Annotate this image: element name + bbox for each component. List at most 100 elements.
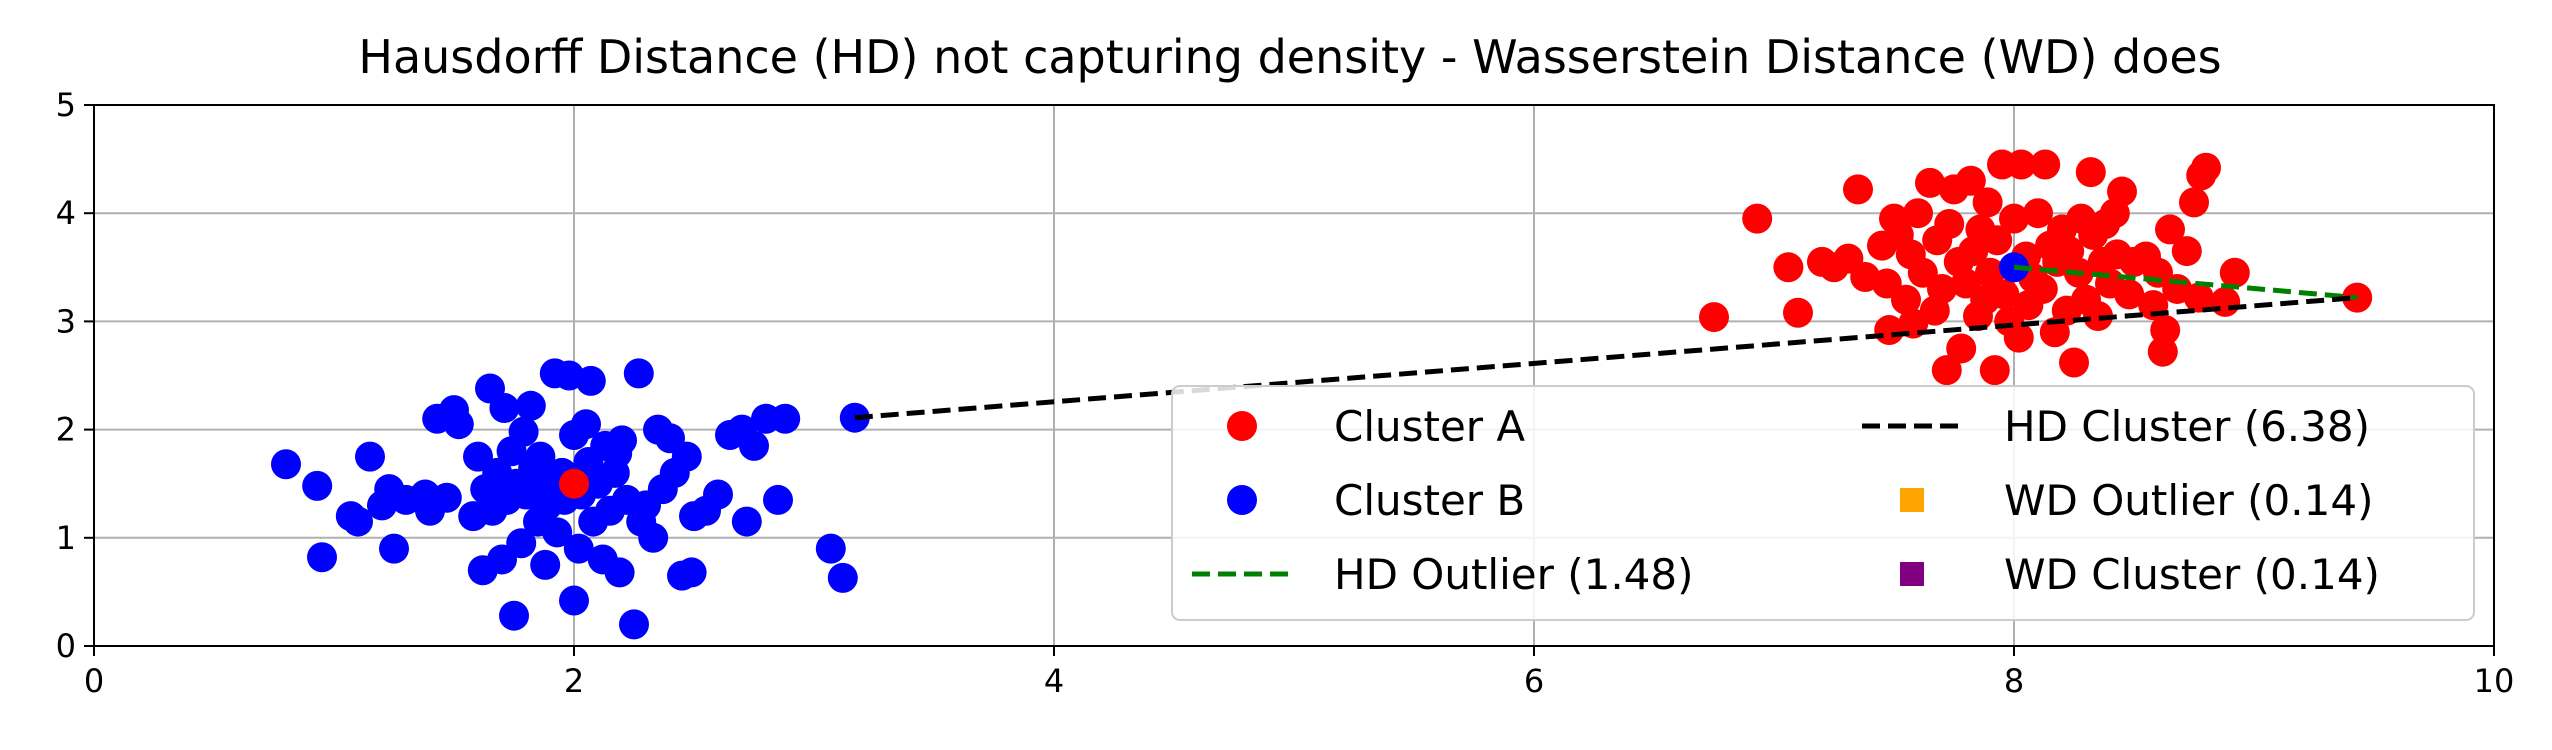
cluster-a-point	[2003, 322, 2034, 353]
cluster-a-point	[1982, 225, 2013, 256]
legend: Cluster A Cluster B HD Outlier (1.48) HD Cl…	[1171, 385, 2475, 621]
cluster-a-point	[1979, 355, 2010, 386]
legend-label-cluster-b: Cluster B	[1334, 476, 1525, 525]
cluster-a-point	[2171, 236, 2202, 267]
cluster-a-point	[2147, 336, 2178, 367]
cluster-a-point	[2150, 315, 2181, 346]
legend-label-wd-outlier-0-14-: WD Outlier (0.14)	[2004, 476, 2373, 525]
legend-handle-wd-cluster-0-14-	[1900, 562, 1924, 586]
x-tick-label: 2	[564, 662, 584, 700]
cluster-b-point	[530, 549, 561, 580]
cluster-a-point	[2006, 149, 2037, 180]
cluster-a-point	[2075, 157, 2106, 188]
cluster-a-point	[1843, 174, 1873, 205]
cluster-b-point	[739, 430, 769, 461]
cluster-b-point	[575, 365, 606, 396]
x-tick-label: 4	[1044, 662, 1064, 700]
x-tick-label: 10	[2474, 662, 2515, 700]
cluster-b-point	[676, 557, 707, 588]
cluster-a-point	[1773, 252, 1804, 283]
cluster-b-point	[571, 409, 601, 440]
cluster-a-point	[1903, 198, 1933, 229]
cluster-b-point	[563, 533, 594, 564]
cluster-b-point	[499, 600, 529, 631]
legend-label-hd-outlier-1-48-: HD Outlier (1.48)	[1334, 550, 1694, 599]
cluster-a-point	[1975, 257, 2005, 288]
cluster-b-point	[525, 441, 556, 472]
cluster-a-point	[2114, 279, 2145, 310]
legend-label-cluster-a: Cluster A	[1334, 402, 1525, 451]
cluster-a-point	[2183, 282, 2214, 313]
legend-box	[1171, 385, 2475, 621]
cluster-b-point	[271, 449, 301, 480]
cluster-b-point	[379, 533, 409, 564]
cluster-a-point	[1989, 279, 2020, 310]
cluster-b-point	[815, 533, 846, 564]
cluster-b-point	[763, 484, 793, 515]
y-tick-label: 4	[56, 194, 76, 232]
cluster-b-point	[302, 470, 333, 501]
hd-outlier-1-48--line	[2013, 264, 2358, 301]
cluster-a-point	[2107, 176, 2137, 207]
cluster-b-point	[559, 585, 589, 616]
cluster-a-point	[1955, 165, 1986, 196]
cluster-a-point	[2030, 149, 2061, 180]
cluster-b-point	[431, 482, 462, 513]
x-tick-label: 6	[1524, 662, 1544, 700]
cluster-b-point	[731, 506, 762, 537]
cluster-b-point	[506, 528, 537, 559]
cluster-a-point	[1699, 302, 1729, 333]
cluster-a-point	[2179, 187, 2209, 218]
cluster-b-point	[307, 542, 337, 573]
cluster-b-point	[515, 390, 546, 421]
cluster-b-point	[703, 479, 733, 510]
legend-handle-wd-outlier-0-14-	[1900, 488, 1924, 512]
cluster-b-point	[508, 416, 539, 447]
cluster-a-point	[2059, 347, 2089, 378]
legend-label-wd-cluster-0-14-: WD Cluster (0.14)	[2004, 550, 2380, 599]
cluster-a-point	[2219, 257, 2250, 288]
cluster-a-point	[1891, 284, 1921, 315]
cluster-a-point	[2023, 198, 2053, 229]
cluster-b-point	[489, 392, 520, 423]
legend-label-hd-cluster-6-38-: HD Cluster (6.38)	[2004, 402, 2370, 451]
cluster-a-point	[2083, 300, 2113, 331]
cluster-a-point	[1999, 203, 2029, 234]
cluster-b-point	[671, 441, 702, 472]
y-tick-label: 0	[56, 627, 76, 665]
cluster-a-point	[2155, 214, 2185, 245]
chart-title: Hausdorff Distance (HD) not capturing de…	[358, 30, 2221, 84]
cluster-a-point	[2027, 273, 2058, 304]
cluster-b-point	[607, 425, 637, 456]
cluster-b-point	[542, 517, 573, 548]
cluster-b-point	[443, 409, 474, 440]
cluster-a-point	[1946, 333, 1977, 364]
cluster-a-point	[2210, 286, 2241, 317]
plot-frame	[93, 104, 2495, 647]
cluster-a-point	[1927, 273, 1957, 304]
x-tick-label: 0	[84, 662, 104, 700]
cluster-a-point	[1783, 297, 1813, 328]
y-tick-label: 3	[56, 302, 76, 340]
cluster-b-point	[623, 358, 654, 389]
hd-cluster-6-38--line	[854, 295, 2358, 421]
legend-handle-cluster-a	[1227, 411, 1257, 441]
cluster-a-point	[559, 468, 589, 499]
cluster-b-point	[355, 441, 385, 472]
axes: 0 2 4 6 8 10 0 1 2 3 4 5	[56, 86, 2515, 700]
cluster-b-point	[638, 522, 669, 553]
legend-handle-cluster-b	[1227, 485, 1257, 515]
cluster-b-point	[827, 562, 858, 593]
cluster-a-point	[1915, 167, 1945, 198]
cluster-a-point	[1934, 209, 1965, 240]
cluster-a-point	[2191, 152, 2221, 183]
y-tick-label: 5	[56, 86, 76, 124]
cluster-b-point	[770, 403, 801, 434]
cluster-b-point	[619, 609, 649, 640]
cluster-a-point	[1931, 355, 1962, 386]
y-tick-label: 2	[56, 411, 76, 449]
cluster-a-point	[1742, 203, 1773, 234]
x-tick-label: 8	[2004, 662, 2024, 700]
